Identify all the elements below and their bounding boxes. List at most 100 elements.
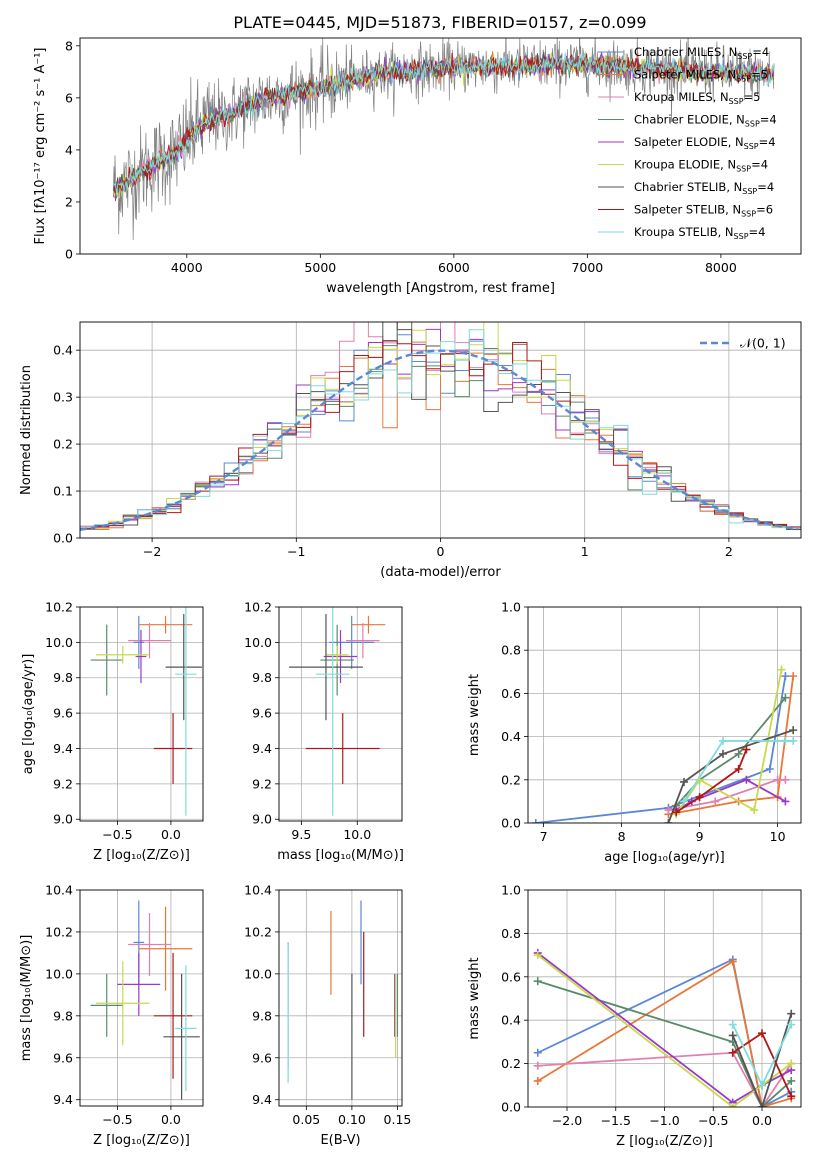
axes-mass-weight-vs-age: 7 8 9 10 0.0 0.2 0.4 0.6 0.8 1.0 age [log₁₀(age/yr… bbox=[467, 600, 802, 865]
axes-age-vs-Z: −0.5 0.0 9.0 9.2 9.4 9.6 9.8 10.0 10.2 Z [log₁₀(Z… bbox=[21, 600, 204, 863]
axes-mass-vs-ebv: 0.05 0.10 0.15 9.4 9.6 9.8 10.0 10.2 10.4 E(B-V) bbox=[244, 883, 411, 1149]
x-tick-label: 9.5 bbox=[291, 827, 311, 842]
y-tick-label: 10.0 bbox=[244, 635, 272, 650]
axes-frame bbox=[79, 321, 802, 539]
y-tick-label: 0.8 bbox=[501, 643, 521, 658]
x-axis-label: Z [log₁₀(Z/Z⊙)] bbox=[93, 1133, 190, 1148]
y-tick-label: 10.2 bbox=[244, 600, 272, 615]
axes-frame bbox=[527, 889, 802, 1108]
y-tick-label: 9.0 bbox=[53, 812, 73, 827]
mass-weight-marker bbox=[758, 1029, 766, 1038]
x-tick-label: 1 bbox=[581, 544, 589, 559]
y-axis-label: mass weight bbox=[467, 957, 482, 1039]
axes-frame bbox=[527, 606, 802, 824]
y-axis-label: Flux [fλ10⁻¹⁷ erg cm⁻² s⁻¹ A⁻¹] bbox=[33, 48, 48, 245]
y-tick-label: 9.4 bbox=[252, 1092, 272, 1107]
x-tick-label: 8 bbox=[618, 829, 626, 844]
y-tick-label: 0.0 bbox=[501, 1100, 521, 1115]
x-axis-label: Z [log₁₀(Z/Z⊙)] bbox=[93, 848, 190, 863]
spectrum-legend: Chabrier MILES, NSSP=4 Salpeter MILES, NS… bbox=[598, 45, 777, 241]
chart-layer: 4000 5000 6000 7000 8000 0 2 4 6 8 wavelength [Ang… bbox=[19, 37, 802, 1149]
x-axis-label: wavelength [Angstrom, rest frame] bbox=[326, 281, 555, 296]
x-tick-label: 10 bbox=[770, 829, 786, 844]
mass-weight-line bbox=[537, 960, 792, 1107]
y-tick-label: 0.6 bbox=[501, 969, 521, 984]
x-tick-label: 6000 bbox=[438, 260, 470, 275]
axes-age-vs-mass: 9.5 10.0 9.0 9.2 9.4 9.6 9.8 10.0 10.2 mass [log₁… bbox=[244, 600, 404, 864]
x-axis-label: mass [log₁₀(M/M⊙)] bbox=[277, 848, 404, 863]
mass-weight-marker bbox=[672, 808, 681, 817]
axes-frame bbox=[79, 37, 802, 255]
x-tick-label: 10.0 bbox=[343, 827, 371, 842]
axes-frame bbox=[278, 606, 403, 822]
mass-weight-marker bbox=[781, 797, 790, 806]
x-axis-label: Z [log₁₀(Z/Z⊙)] bbox=[616, 1134, 713, 1149]
mass-weight-marker bbox=[695, 793, 704, 802]
y-tick-label: 10.2 bbox=[45, 600, 73, 615]
normal-curve bbox=[80, 349, 799, 531]
mass-weight-line bbox=[535, 675, 787, 823]
x-tick-label: −1.0 bbox=[649, 1113, 679, 1128]
mass-weight-marker bbox=[680, 797, 688, 806]
x-tick-label: 2 bbox=[725, 544, 733, 559]
x-tick-label: 0.0 bbox=[161, 1112, 181, 1127]
mass-weight-marker bbox=[787, 1092, 796, 1101]
mass-weight-line bbox=[675, 749, 748, 813]
mass-weight-marker bbox=[789, 672, 798, 681]
mass-weight-marker bbox=[758, 1103, 766, 1107]
mass-weight-marker bbox=[789, 726, 798, 735]
legend-label: Chabrier MILES, NSSP=4 bbox=[634, 45, 769, 61]
x-tick-label: −0.5 bbox=[102, 827, 132, 842]
mass-weight-marker bbox=[533, 1076, 542, 1085]
mass-weight-marker bbox=[531, 819, 540, 823]
plot-area-age-vs-Z bbox=[80, 607, 203, 821]
plot-area-mass-vs-Z bbox=[80, 890, 203, 1106]
x-axis-label: (data-model)/error bbox=[380, 565, 501, 580]
axes-mass-vs-Z: −0.5 0.0 9.4 9.6 9.8 10.0 10.2 10.4 Z [log₁₀(Z/Z… bbox=[19, 883, 204, 1148]
y-tick-label: 0.2 bbox=[501, 1056, 521, 1071]
y-tick-label: 9.6 bbox=[53, 1050, 73, 1065]
mass-weight-marker bbox=[789, 736, 798, 745]
x-tick-label: −2 bbox=[143, 544, 161, 559]
legend-label: 𝒩(0, 1) bbox=[740, 336, 786, 351]
y-tick-label: 9.8 bbox=[252, 1008, 272, 1023]
mass-weight-line bbox=[537, 952, 792, 1104]
mass-weight-line bbox=[537, 954, 792, 1107]
x-tick-label: 0 bbox=[437, 544, 445, 559]
mass-weight-marker bbox=[734, 765, 743, 773]
legend-label: Salpeter ELODIE, NSSP=4 bbox=[634, 135, 776, 151]
mass-weight-marker bbox=[734, 749, 743, 758]
y-tick-label: 10.2 bbox=[244, 924, 272, 939]
legend-label: Salpeter STELIB, NSSP=6 bbox=[634, 203, 773, 219]
mass-weight-marker bbox=[664, 806, 673, 815]
mass-weight-line bbox=[667, 729, 794, 823]
mass-weight-marker bbox=[787, 1076, 796, 1085]
mass-weight-marker bbox=[742, 745, 751, 754]
axes-spectrum: 4000 5000 6000 7000 8000 0 2 4 6 8 wavelength [Ang… bbox=[33, 37, 802, 296]
y-tick-label: 0.0 bbox=[53, 531, 73, 546]
legend-label: Kroupa STELIB, NSSP=4 bbox=[634, 225, 765, 241]
mass-weight-marker bbox=[758, 1081, 766, 1090]
mass-weight-marker bbox=[533, 977, 542, 986]
axes-mass-weight-vs-Z: −2.0 −1.5 −1.0 −0.5 0.0 0.0 0.2 0.4 0.6 0.8 1.0 Z [… bbox=[467, 883, 802, 1149]
mass-weight-marker bbox=[777, 665, 786, 674]
residual-histogram bbox=[80, 322, 801, 531]
y-tick-label: 9.8 bbox=[53, 670, 73, 685]
y-tick-label: 10.0 bbox=[45, 635, 73, 650]
plot-area-spectrum bbox=[112, 38, 775, 241]
mass-weight-line bbox=[675, 697, 787, 807]
mass-weight-marker bbox=[533, 1061, 542, 1070]
plot-area-mass-weight-vs-Z bbox=[528, 890, 801, 1107]
x-tick-label: 4000 bbox=[171, 260, 203, 275]
mass-weight-marker bbox=[781, 736, 790, 745]
mass-weight-marker bbox=[781, 693, 790, 702]
y-tick-label: 10.0 bbox=[244, 966, 272, 981]
legend-label: Salpeter MILES, NSSP=5 bbox=[634, 68, 768, 84]
x-tick-label: 0.0 bbox=[161, 827, 181, 842]
legend-label: Kroupa ELODIE, NSSP=4 bbox=[634, 158, 768, 174]
y-tick-label: 1.0 bbox=[501, 600, 521, 615]
mass-weight-line bbox=[668, 676, 795, 816]
y-tick-label: 10.4 bbox=[244, 883, 272, 898]
y-tick-label: 9.4 bbox=[53, 1092, 73, 1107]
figure-title: PLATE=0445, MJD=51873, FIBERID=0157, z=0… bbox=[233, 13, 646, 32]
